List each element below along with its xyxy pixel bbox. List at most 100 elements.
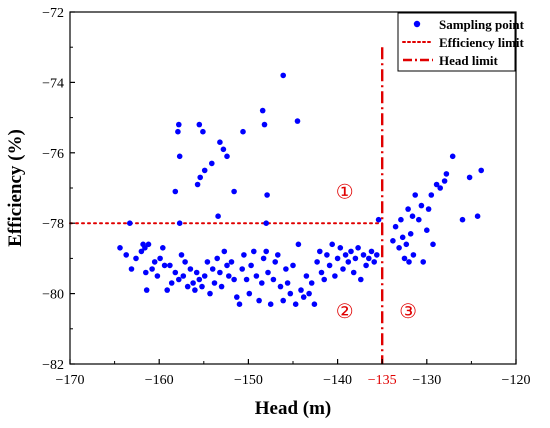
sampling-point bbox=[128, 266, 135, 272]
sampling-point bbox=[196, 276, 203, 283]
sampling-point bbox=[280, 72, 287, 79]
sampling-point bbox=[228, 259, 235, 265]
sampling-point bbox=[348, 248, 354, 255]
x-tick-label: −170 bbox=[56, 373, 85, 388]
sampling-point bbox=[295, 241, 302, 248]
sampling-point bbox=[418, 202, 425, 209]
tick-labels: −170 −160 −150 −140 −130 −120 −82 −80 −78 −76 −74 −… bbox=[42, 6, 530, 388]
sampling-point bbox=[215, 213, 221, 219]
sampling-point bbox=[433, 181, 440, 188]
sampling-point bbox=[396, 245, 402, 251]
sampling-point bbox=[350, 269, 357, 276]
sampling-point bbox=[176, 153, 183, 160]
sampling-point bbox=[143, 287, 150, 293]
sampling-point bbox=[420, 259, 427, 265]
sampling-point bbox=[371, 259, 378, 265]
sampling-point bbox=[340, 266, 346, 272]
sampling-point bbox=[234, 294, 240, 300]
sampling-point bbox=[478, 167, 485, 174]
sampling-point bbox=[410, 252, 417, 258]
sampling-point bbox=[375, 216, 382, 223]
sampling-point bbox=[352, 255, 359, 262]
sampling-point bbox=[437, 185, 444, 191]
sampling-point bbox=[176, 276, 182, 283]
sampling-point bbox=[214, 255, 220, 262]
sampling-point bbox=[342, 252, 349, 258]
sampling-point bbox=[324, 252, 330, 258]
sampling-point bbox=[224, 262, 230, 269]
y-tick-label: −76 bbox=[42, 147, 64, 162]
sampling-point bbox=[201, 273, 208, 279]
sampling-point bbox=[248, 262, 254, 269]
sampling-point bbox=[405, 206, 411, 212]
sampling-point bbox=[329, 241, 336, 248]
sampling-point bbox=[221, 248, 228, 255]
sampling-point bbox=[277, 283, 284, 290]
sampling-point bbox=[117, 245, 123, 251]
sampling-point bbox=[443, 171, 450, 177]
sampling-point bbox=[374, 252, 380, 258]
sampling-point bbox=[263, 220, 270, 226]
sampling-point bbox=[151, 259, 158, 265]
sampling-point bbox=[196, 121, 203, 128]
sampling-point bbox=[190, 280, 196, 286]
sampling-point bbox=[399, 234, 406, 241]
sampling-point bbox=[175, 128, 181, 135]
sampling-point bbox=[133, 255, 139, 262]
sampling-point bbox=[300, 294, 307, 300]
sampling-point bbox=[428, 192, 435, 198]
sampling-point bbox=[209, 266, 216, 272]
sampling-point bbox=[259, 280, 265, 286]
sampling-point bbox=[167, 262, 173, 269]
sampling-point bbox=[265, 269, 271, 276]
sampling-point bbox=[243, 276, 250, 283]
sampling-point bbox=[200, 128, 206, 135]
sampling-point bbox=[298, 287, 304, 293]
sampling-point bbox=[366, 255, 372, 262]
sampling-point bbox=[292, 301, 299, 308]
region-label: ① bbox=[336, 180, 354, 204]
sampling-point bbox=[459, 216, 466, 223]
sampling-point bbox=[224, 153, 230, 160]
sampling-point bbox=[240, 128, 246, 135]
data-points bbox=[117, 72, 485, 308]
sampling-point bbox=[197, 174, 203, 181]
sampling-point bbox=[337, 245, 344, 251]
sampling-point bbox=[430, 241, 436, 248]
sampling-point bbox=[272, 259, 279, 265]
sampling-point bbox=[326, 262, 333, 269]
sampling-point bbox=[321, 276, 328, 283]
sampling-point bbox=[392, 223, 399, 230]
sampling-point bbox=[246, 290, 253, 297]
sampling-point bbox=[123, 252, 129, 258]
sampling-point bbox=[176, 220, 183, 226]
sampling-point bbox=[253, 273, 260, 279]
sampling-point bbox=[201, 167, 208, 174]
sampling-point bbox=[306, 290, 312, 297]
sampling-point bbox=[231, 188, 237, 195]
sampling-point bbox=[398, 216, 404, 223]
head-limit-tick-label: −135 bbox=[368, 373, 397, 388]
y-tick-label: −78 bbox=[42, 217, 64, 232]
sampling-point bbox=[287, 290, 294, 297]
sampling-point bbox=[314, 259, 320, 265]
sampling-point bbox=[239, 266, 245, 272]
sampling-point bbox=[425, 206, 432, 212]
legend-label: Head limit bbox=[439, 53, 499, 68]
sampling-point bbox=[318, 269, 325, 276]
sampling-point bbox=[251, 248, 257, 255]
sampling-point bbox=[358, 276, 364, 283]
sampling-point bbox=[187, 266, 194, 272]
region-label: ③ bbox=[399, 299, 417, 323]
x-tick-label: −130 bbox=[412, 373, 441, 388]
sampling-point bbox=[207, 290, 213, 297]
sampling-point bbox=[256, 297, 262, 304]
sampling-point bbox=[403, 241, 410, 248]
sampling-point bbox=[138, 248, 145, 255]
sampling-point bbox=[217, 139, 223, 145]
sampling-point bbox=[294, 118, 301, 124]
sampling-point bbox=[149, 266, 155, 272]
sampling-point bbox=[231, 276, 237, 283]
sampling-point bbox=[157, 255, 163, 262]
sampling-point bbox=[218, 283, 225, 290]
